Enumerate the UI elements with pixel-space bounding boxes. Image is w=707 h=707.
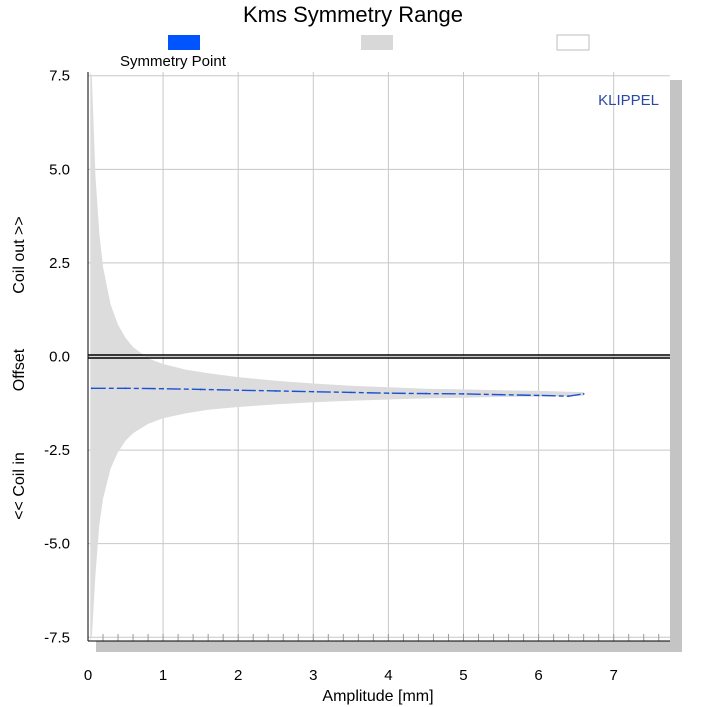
plot-shadow-right <box>670 80 682 652</box>
grid-lines <box>88 72 670 641</box>
x-tick-label: 2 <box>234 667 242 684</box>
legend-item <box>556 34 590 51</box>
legend-item: Symmetry Point <box>120 35 227 70</box>
y-tick-label: -7.5 <box>44 629 70 646</box>
legend-swatch <box>168 35 200 50</box>
x-axis-label: Amplitude [mm] <box>322 688 433 705</box>
x-tick-label: 7 <box>610 667 618 684</box>
data-point <box>312 390 315 393</box>
klippel-watermark: KLIPPEL <box>598 92 659 109</box>
data-point <box>237 389 240 392</box>
y-tick-label: 0.0 <box>49 349 70 366</box>
x-tick-label: 3 <box>309 667 317 684</box>
legend-swatch <box>361 35 393 50</box>
y-axis-label-coil-in: << Coil in <box>11 452 28 520</box>
y-tick-label: 5.0 <box>49 161 70 178</box>
data-point <box>162 387 164 390</box>
data-point <box>462 393 465 395</box>
data-point <box>425 392 427 395</box>
data-point <box>199 388 202 391</box>
y-axis-label-coil-out: Coil out >> <box>11 216 28 293</box>
y-tick-label: -5.0 <box>44 536 70 553</box>
x-tick-label: 4 <box>384 667 392 684</box>
y-tick-label: 2.5 <box>49 255 70 272</box>
data-point <box>582 393 585 395</box>
legend: Symmetry Point <box>120 34 590 70</box>
data-point <box>124 387 127 390</box>
legend-label: Symmetry Point <box>120 53 227 70</box>
x-tick-label: 1 <box>159 667 167 684</box>
x-tick-label: 6 <box>534 667 542 684</box>
chart-title: Kms Symmetry Range <box>243 2 463 27</box>
data-point <box>537 394 540 397</box>
data-point <box>567 395 570 398</box>
series-symmetry-point <box>90 387 585 398</box>
legend-item <box>361 35 393 50</box>
y-tick-label: -2.5 <box>44 442 70 459</box>
data-point <box>274 390 277 392</box>
x-tick-label: 5 <box>459 667 467 684</box>
x-minor-ticks <box>102 634 660 641</box>
y-axis-label: << Coil in Offset Coil out >> <box>11 216 28 519</box>
data-point <box>90 387 93 390</box>
zero-offset-line <box>88 354 670 359</box>
plot-shadow-bottom <box>96 641 682 652</box>
legend-swatch <box>556 34 590 51</box>
x-tick-labels: 0 1 2 3 4 5 6 7 <box>84 667 618 684</box>
data-point <box>500 393 502 396</box>
x-tick-label: 0 <box>84 667 92 684</box>
data-point <box>387 392 390 395</box>
series-group <box>90 387 585 398</box>
y-tick-labels: 7.5 5.0 2.5 0.0 -2.5 -5.0 -7.5 <box>44 68 70 647</box>
data-point <box>349 391 352 394</box>
y-tick-label: 7.5 <box>49 68 70 85</box>
y-axis-label-offset: Offset <box>11 348 28 391</box>
